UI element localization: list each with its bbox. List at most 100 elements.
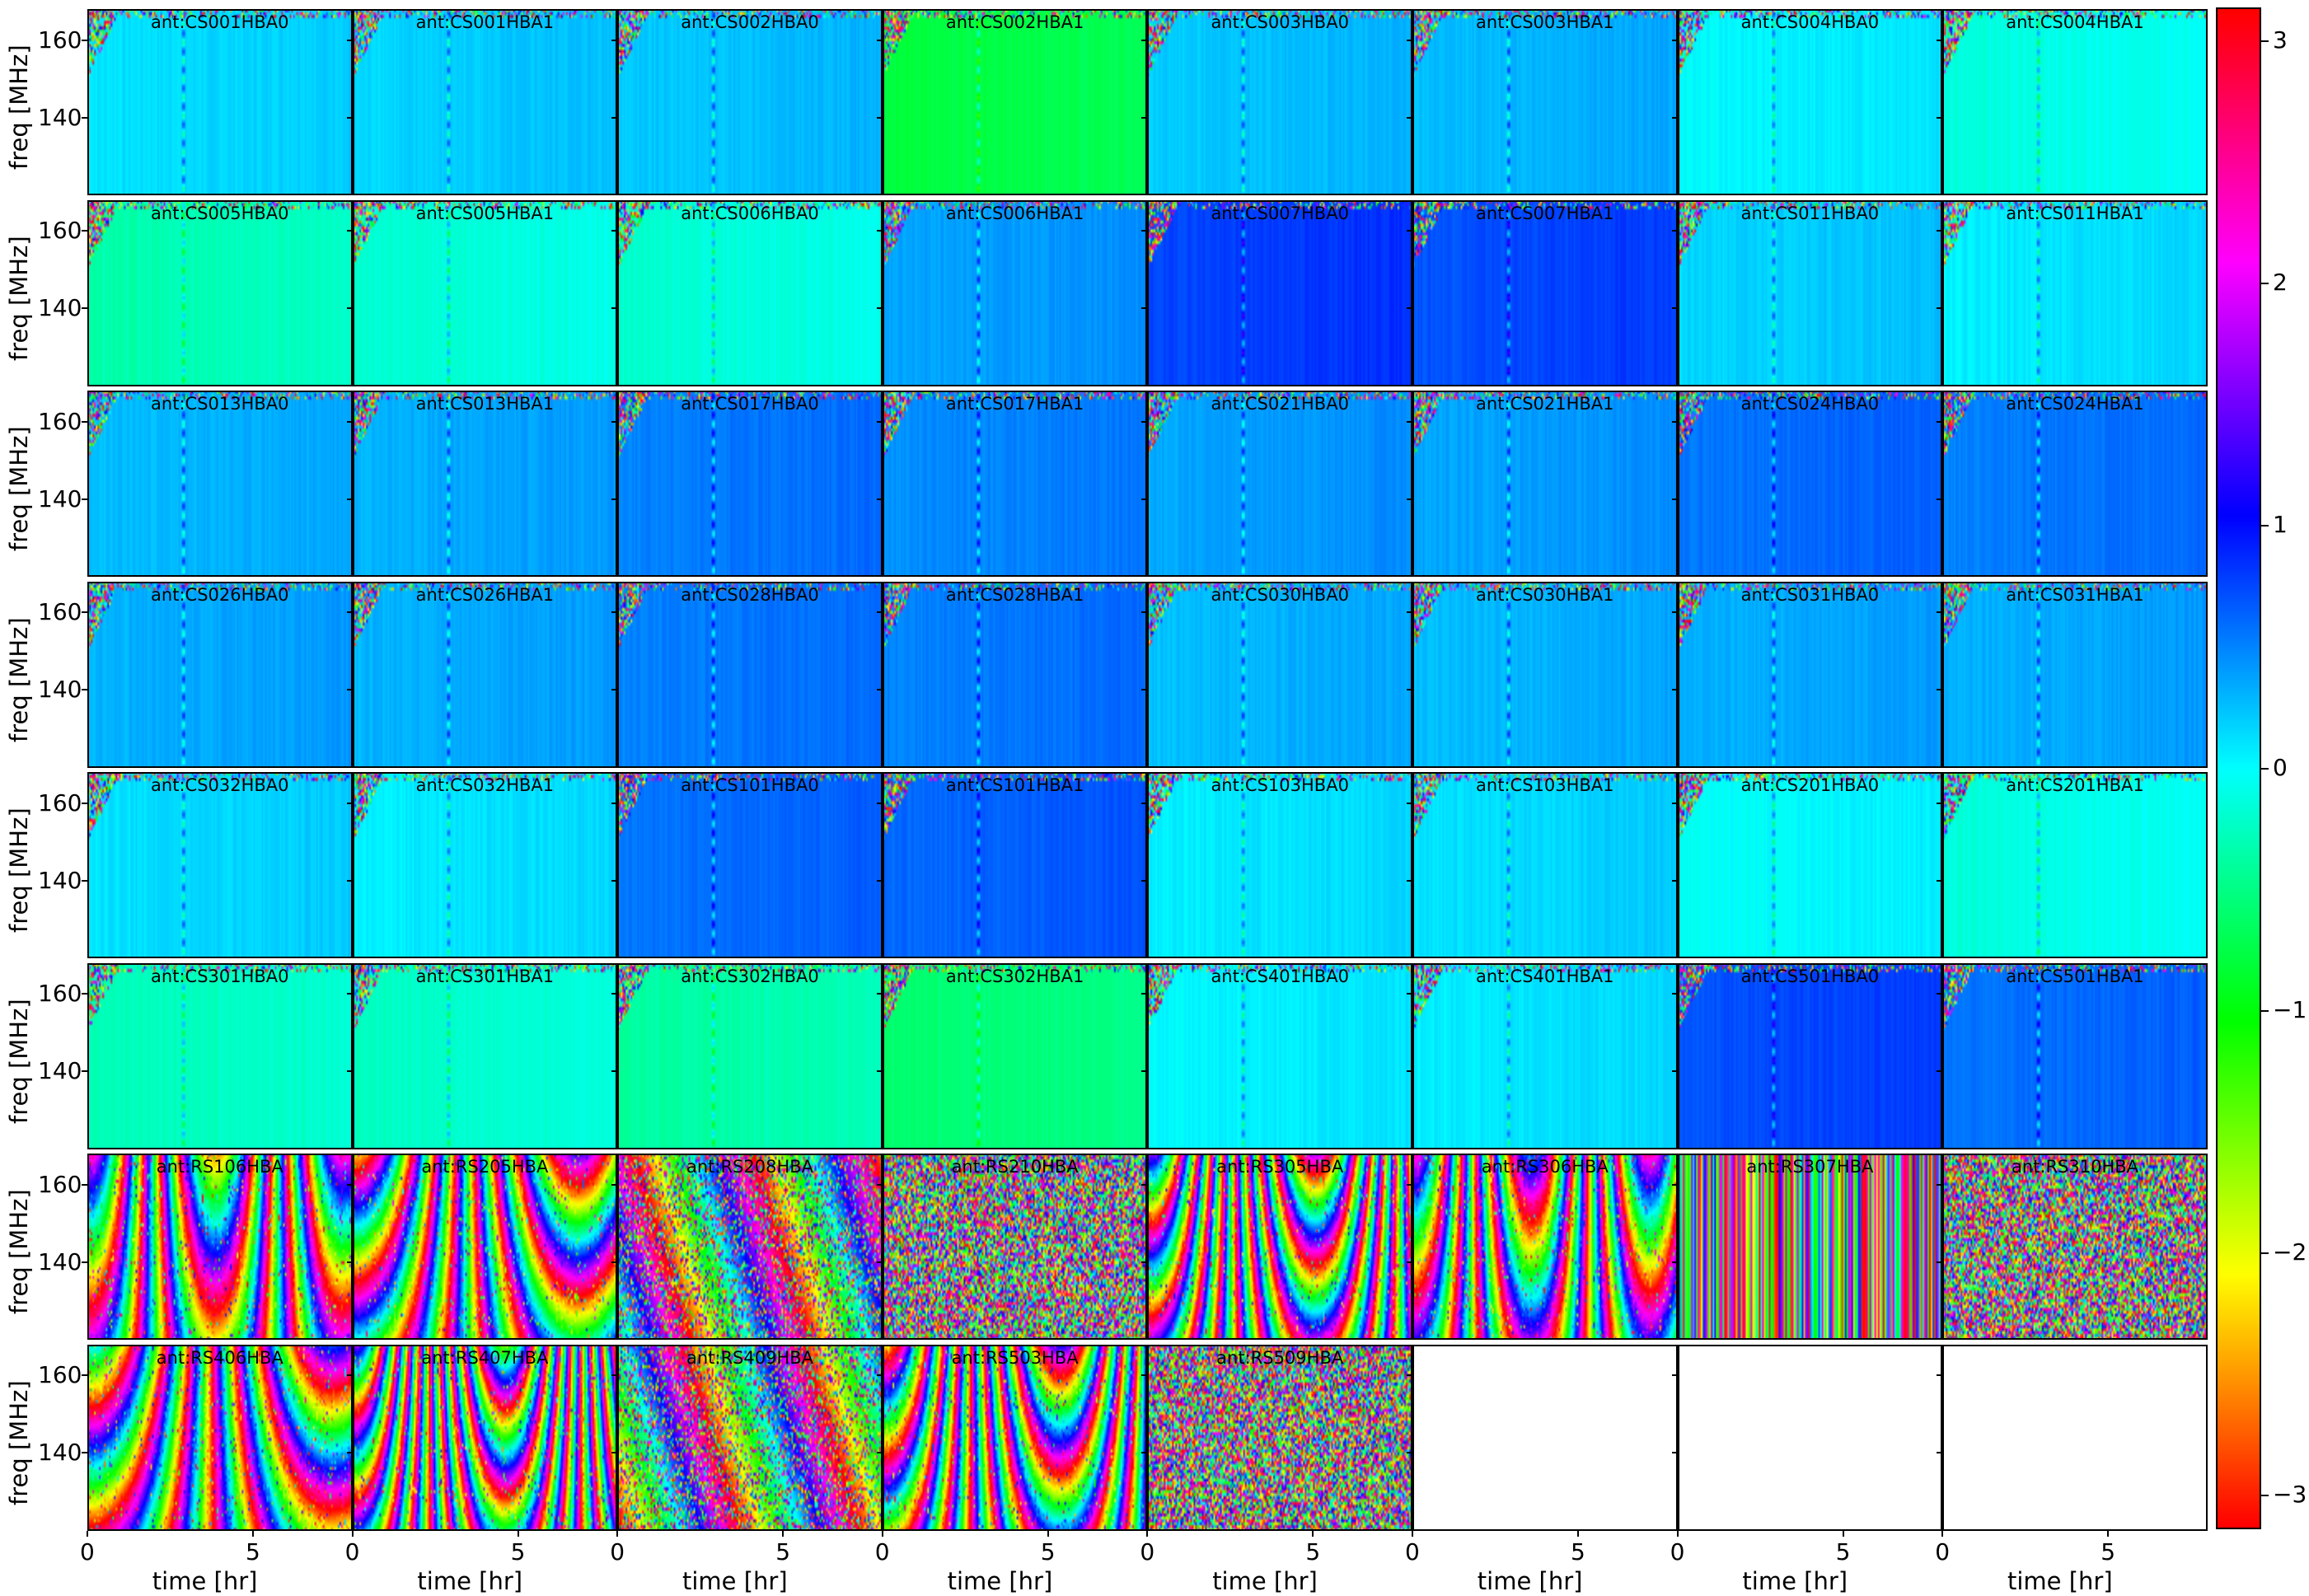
heatmap-panel: ant:CS017HBA0	[617, 391, 883, 577]
colorbar-tick-label: 0	[2273, 753, 2288, 781]
x-axis-title: time [hr]	[1212, 1566, 1318, 1595]
x-axis-title: time [hr]	[2007, 1566, 2113, 1595]
phase-heatmap	[1677, 1344, 1943, 1531]
y-tick	[82, 1183, 87, 1186]
phase-heatmap	[352, 772, 618, 958]
colorbar-tick-label: −2	[2273, 1238, 2307, 1266]
heatmap-panel: ant:CS017HBA1	[882, 391, 1148, 577]
x-tick-label: 0	[1140, 1537, 1155, 1566]
y-tick	[876, 1374, 883, 1377]
phase-heatmap	[1147, 581, 1412, 768]
heatmap-panel: ant:CS401HBA1	[1412, 962, 1678, 1149]
y-tick	[876, 993, 883, 995]
heatmap-panel: ant:CS103HBA1	[1412, 772, 1678, 958]
heatmap-panel: ant:CS302HBA0	[617, 962, 883, 1149]
y-tick	[346, 1374, 353, 1377]
y-tick	[82, 1452, 87, 1454]
heatmap-panel: ant:CS401HBA0	[1147, 962, 1412, 1149]
heatmap-panel: ant:RS509HBA	[1147, 1344, 1412, 1531]
y-tick	[1141, 230, 1148, 232]
y-tick	[1407, 611, 1412, 614]
y-axis-title: freq [MHz]	[5, 44, 33, 170]
phase-heatmap	[882, 772, 1148, 958]
y-tick	[346, 1452, 353, 1454]
y-tick	[1407, 689, 1412, 691]
y-tick	[346, 1070, 353, 1073]
phase-heatmap	[617, 9, 883, 195]
y-tick-label: 160	[38, 980, 82, 1008]
y-tick	[82, 611, 87, 614]
phase-heatmap	[1677, 391, 1943, 577]
phase-heatmap	[87, 1154, 353, 1340]
phase-heatmap	[87, 772, 353, 958]
y-tick	[1671, 39, 1678, 41]
y-tick	[1407, 1183, 1412, 1186]
x-tick	[1842, 1530, 1844, 1537]
phase-heatmap	[352, 581, 618, 768]
colorbar	[2216, 7, 2261, 1529]
y-tick	[82, 879, 87, 882]
y-tick	[82, 802, 87, 804]
phase-heatmap	[1942, 391, 2208, 577]
y-tick	[1671, 498, 1678, 500]
heatmap-panel: ant:CS028HBA0	[617, 581, 883, 768]
phase-heatmap	[87, 391, 353, 577]
y-tick-label: 140	[38, 1057, 82, 1085]
y-tick	[1141, 1452, 1148, 1454]
phase-heatmap	[617, 1154, 883, 1340]
phase-heatmap	[1942, 581, 2208, 768]
phase-heatmap	[1677, 1154, 1943, 1340]
phase-heatmap	[617, 772, 883, 958]
phase-heatmap	[1147, 1344, 1412, 1531]
y-tick	[82, 993, 87, 995]
y-axis-title: freq [MHz]	[5, 1189, 33, 1314]
heatmap-panel: ant:CS101HBA1	[882, 772, 1148, 958]
y-axis-title: freq [MHz]	[5, 1379, 33, 1505]
y-tick	[611, 307, 618, 310]
y-tick	[1937, 116, 1943, 119]
colorbar-tick-label: 3	[2273, 26, 2288, 54]
heatmap-panel: ant:CS031HBA0	[1677, 581, 1943, 768]
y-tick	[1937, 39, 1943, 41]
y-tick-label: 160	[38, 1361, 82, 1389]
phase-heatmap	[1942, 9, 2208, 195]
heatmap-panel: ant:CS005HBA1	[352, 199, 618, 386]
y-tick	[876, 879, 883, 882]
phase-heatmap	[87, 962, 353, 1149]
phase-heatmap	[1412, 772, 1678, 958]
heatmap-panel: ant:RS307HBA	[1677, 1154, 1943, 1340]
phase-heatmap	[617, 962, 883, 1149]
y-tick	[1671, 611, 1678, 614]
y-tick	[82, 1261, 87, 1263]
y-tick	[1937, 498, 1943, 500]
y-tick	[1671, 1374, 1678, 1377]
heatmap-panel: ant:CS013HBA0	[87, 391, 353, 577]
x-tick-label: 5	[1835, 1537, 1851, 1566]
y-tick	[1141, 993, 1148, 995]
y-tick	[1671, 230, 1678, 232]
y-tick	[1937, 420, 1943, 423]
y-tick-label: 140	[38, 294, 82, 322]
y-tick	[611, 116, 618, 119]
heatmap-panel: ant:CS006HBA1	[882, 199, 1148, 386]
y-axis-title: freq [MHz]	[5, 616, 33, 742]
heatmap-panel: ant:CS501HBA0	[1677, 962, 1943, 1149]
y-tick	[611, 879, 618, 882]
phase-heatmap	[1677, 962, 1943, 1149]
y-tick	[611, 802, 618, 804]
heatmap-panel	[1412, 1344, 1678, 1531]
heatmap-panel: ant:CS301HBA0	[87, 962, 353, 1149]
phase-heatmap	[882, 962, 1148, 1149]
y-tick	[1141, 879, 1148, 882]
y-tick	[1671, 1452, 1678, 1454]
y-tick	[611, 1183, 618, 1186]
x-tick-label: 5	[1305, 1537, 1321, 1566]
y-tick-label: 140	[38, 103, 82, 131]
heatmap-panel: ant:CS030HBA0	[1147, 581, 1412, 768]
heatmap-panel: ant:CS003HBA1	[1412, 9, 1678, 195]
heatmap-panel: ant:CS011HBA1	[1942, 199, 2208, 386]
y-tick	[611, 1261, 618, 1263]
x-tick-label: 5	[510, 1537, 526, 1566]
y-tick	[1671, 1183, 1678, 1186]
y-tick	[82, 420, 87, 423]
